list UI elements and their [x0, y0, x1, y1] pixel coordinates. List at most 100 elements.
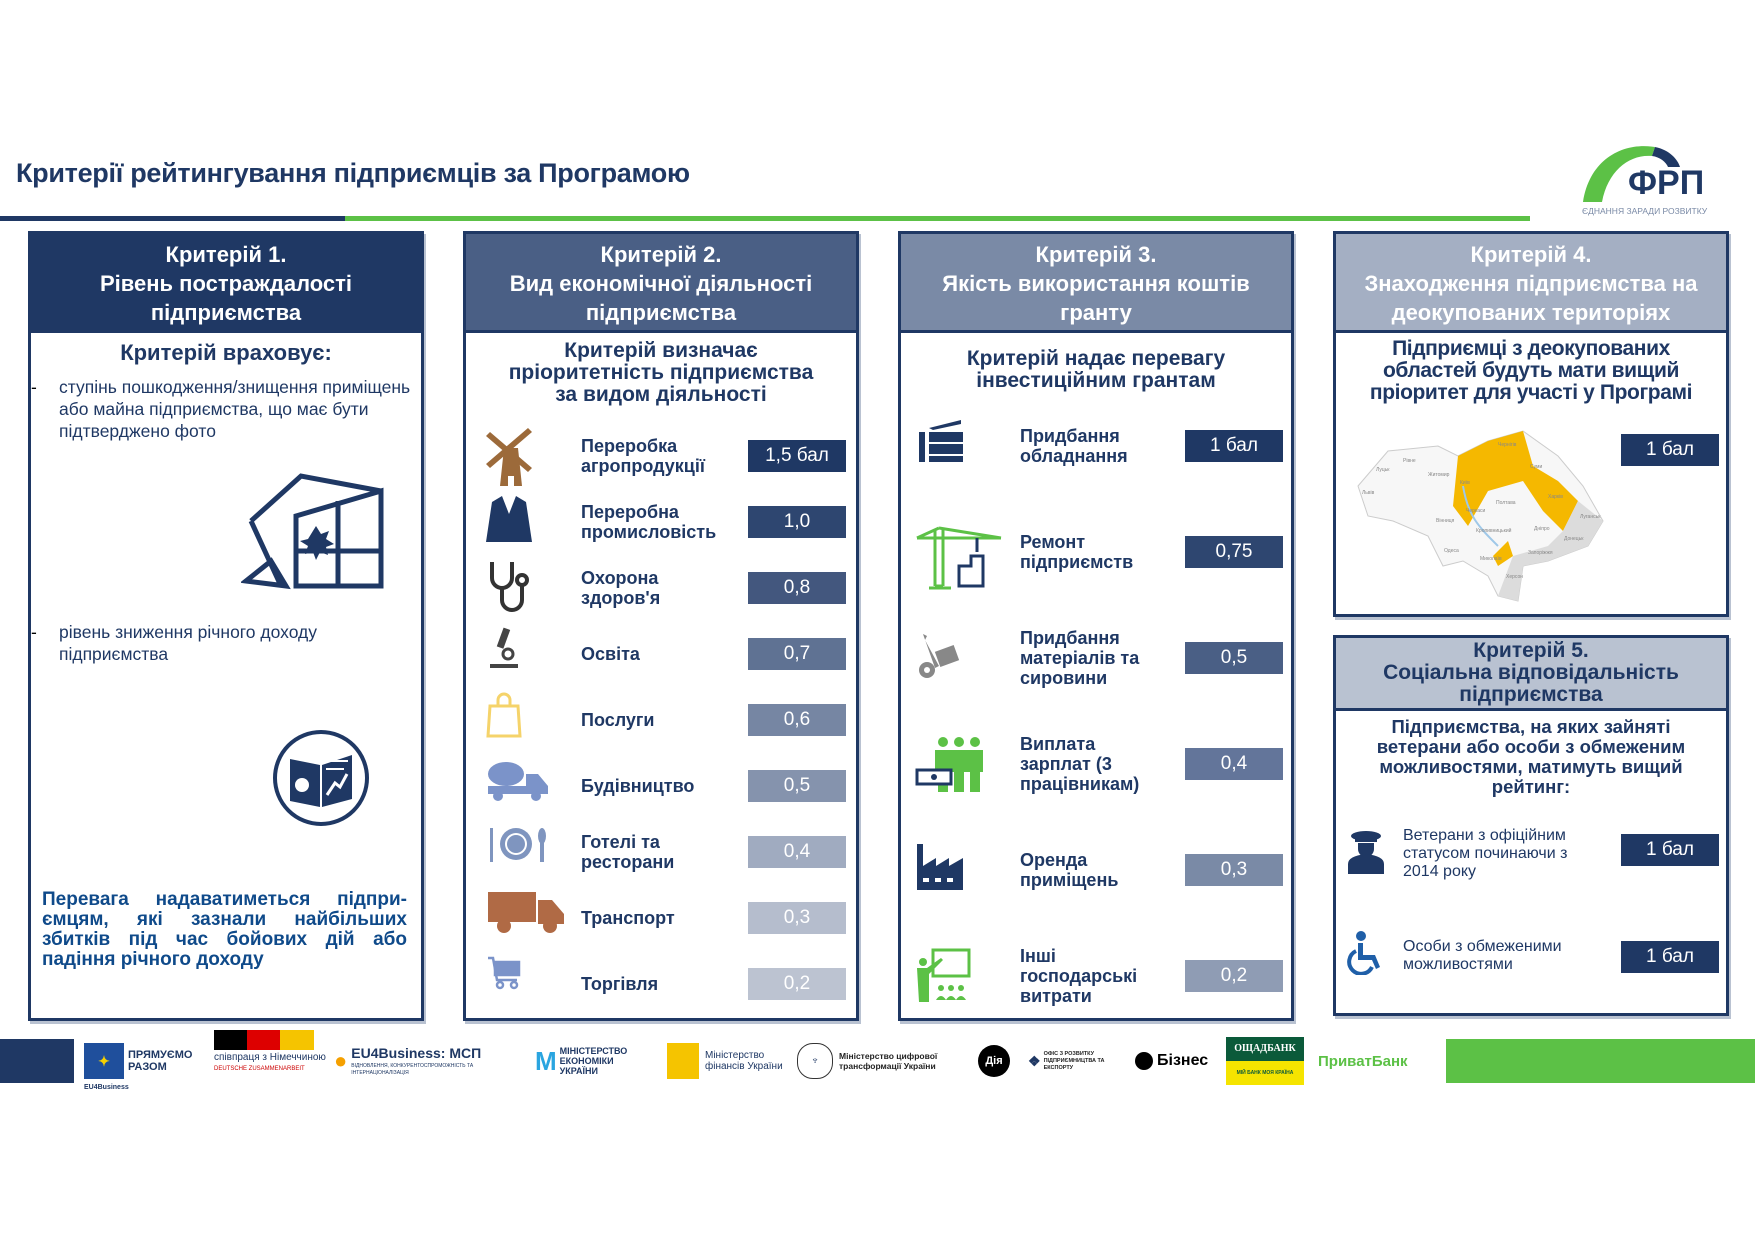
criterion-1-card: Критерій 1. Рівень постраждалості підпри…: [28, 231, 424, 1021]
frp-logo: ФРП ЄДНАННЯ ЗАРАДИ РОЗВИТКУ: [1580, 142, 1735, 222]
map-label: Львів: [1362, 490, 1375, 496]
criterion-1-note: Перевага надаватиметься підпри-ємцям, як…: [42, 889, 407, 970]
bullet-item: - рівень зниження річного доходу підприєм…: [31, 622, 318, 664]
veteran-score: 1 бал: [1621, 834, 1719, 866]
score-badge: 0,8: [748, 572, 846, 604]
criterion-4-score: 1 бал: [1621, 434, 1719, 466]
financial-report-icon: [272, 729, 370, 832]
score-badge: 1,5 бал: [748, 440, 846, 472]
msp-mark-icon: ●: [334, 1048, 348, 1073]
map-label: Суми: [1530, 464, 1542, 470]
diia-mark-icon: [1135, 1052, 1153, 1070]
score-badge: 0,75: [1185, 536, 1283, 568]
equipment-icon: [915, 418, 969, 469]
shopping-bag-icon: [486, 692, 522, 743]
msp-logo: ● EU4Business: МСП ВІДНОВЛЕННЯ, КОНКУРЕН…: [334, 1045, 482, 1076]
trident-icon: [667, 1043, 699, 1079]
map-label: Луганськ: [1580, 514, 1601, 520]
factory-icon: [915, 842, 965, 895]
microscope-icon: [486, 626, 522, 675]
score-badge: 0,3: [1185, 854, 1283, 886]
score-badge: 0,5: [1185, 642, 1283, 674]
activity-label: Готелі та ресторани: [581, 832, 675, 872]
activity-label: Переробка агропродукції: [581, 436, 705, 476]
score-badge: 0,2: [1185, 960, 1283, 992]
map-label: Одеса: [1444, 548, 1459, 554]
truck-icon: [486, 890, 566, 939]
criterion-2-header: Критерій 2. Вид економічної діяльності п…: [466, 234, 856, 333]
ministry-economy-logo: M МІНІСТЕРСТВО ЕКОНОМІКИ УКРАЇНИ: [535, 1045, 628, 1077]
crane-icon: [915, 524, 1005, 595]
activity-label: Послуги: [581, 710, 655, 730]
divider: [0, 216, 345, 221]
criterion-5-lead: Підприємства, на яких зайняті ветерани а…: [1376, 716, 1686, 797]
privatbank-logo: ПриватБанк: [1318, 1052, 1408, 1070]
criterion-2-card: Критерій 2. Вид економічної діяльності п…: [463, 231, 859, 1021]
score-badge: 0,5: [748, 770, 846, 802]
map-label: Житомир: [1428, 472, 1450, 478]
coat-of-arms-icon: ♆: [797, 1043, 833, 1079]
suit-icon: [486, 494, 532, 549]
criterion-3-header: Критерій 3. Якість використання коштів г…: [901, 234, 1291, 333]
criterion-2-lead: Критерій визначає пріоритетність підприє…: [508, 339, 814, 406]
disability-label: Особи з обмеженими можливостями: [1403, 938, 1562, 973]
activity-label: Транспорт: [581, 908, 675, 928]
footer-bar-right: [1446, 1039, 1755, 1083]
cement-truck-icon: [486, 758, 550, 807]
ukraine-map: Луцьк Рівне Житомир Чернігів Суми Київ Львів По…: [1348, 416, 1618, 606]
veteran-icon: [1346, 830, 1386, 881]
activity-label: Торгівля: [581, 974, 659, 994]
eu-flag-icon: ✦: [84, 1043, 124, 1079]
criterion-4-header: Критерій 4. Знаходження підприємства на …: [1336, 234, 1726, 333]
map-label: Київ: [1460, 480, 1470, 486]
export-office-logo: ❖ ОФІС З РОЗВИТКУ ПІДПРИЄМНИЦТВА ТА ЕКСПО…: [1028, 1050, 1105, 1071]
map-label: Кропивницький: [1476, 527, 1512, 534]
damaged-house-icon: [239, 466, 391, 601]
activity-label: Придбання матеріалів та сировини: [1020, 628, 1140, 688]
map-label: Полтава: [1496, 500, 1516, 506]
flag-icon: [214, 1030, 314, 1050]
ministry-mark-icon: M: [535, 1045, 557, 1076]
cart-icon: [486, 956, 522, 995]
disability-score: 1 бал: [1621, 941, 1719, 973]
bullet-item: - ступінь пошкодження/знищення приміщень …: [31, 377, 411, 441]
activity-label: Будівництво: [581, 776, 695, 796]
activity-label: Охорона здоров'я: [581, 568, 661, 608]
map-label: Черкаси: [1466, 508, 1485, 514]
ministry-finance-logo: Міністерство фінансів України: [667, 1039, 792, 1083]
criterion-5-card: Критерій 5. Соціальна відповідальність п…: [1333, 635, 1729, 1016]
criterion-1-lead: Критерій враховує:: [120, 340, 332, 365]
hand-truck-icon: [915, 630, 965, 685]
oschadbank-logo: ОЩАДБАНК МІЙ БАНК МОЯ КРАЇНА: [1226, 1037, 1304, 1085]
activity-label: Інші господарські витрати: [1020, 946, 1138, 1006]
score-badge: 0,6: [748, 704, 846, 736]
activity-label: Придбання обладнання: [1020, 426, 1128, 466]
score-badge: 0,2: [748, 968, 846, 1000]
criterion-4-lead: Підприємці з деокупованих областей будут…: [1369, 337, 1693, 404]
divider: [345, 216, 1530, 221]
score-badge: 1,0: [748, 506, 846, 538]
criterion-3-lead: Критерій надає перевагу інвестиційним гр…: [966, 347, 1226, 392]
wheelchair-icon: [1346, 931, 1386, 980]
map-label: Чернігів: [1498, 442, 1517, 448]
veteran-label: Ветерани з офіційним статусом починаючи …: [1403, 827, 1568, 880]
ministry-digital-logo: ♆ Міністерство цифрової трансформації Ук…: [797, 1039, 972, 1083]
diia-business-logo: Бізнес: [1135, 1039, 1208, 1083]
activity-label: Оренда приміщень: [1020, 850, 1119, 890]
map-label: Луцьк: [1376, 467, 1390, 473]
score-badge: 0,3: [748, 902, 846, 934]
score-badge: 0,4: [748, 836, 846, 868]
workers-icon: [915, 736, 989, 799]
map-label: Вінниця: [1436, 518, 1455, 524]
score-badge: 1 бал: [1185, 430, 1283, 462]
windmill-icon: [486, 428, 536, 493]
german-cooperation-logo: співпраця з Німеччиною DEUTSCHE ZUSAMMEN…: [214, 1030, 326, 1092]
activity-label: Ремонт підприємств: [1020, 532, 1134, 572]
activity-label: Переробна промисловість: [581, 502, 717, 542]
map-label: Харків: [1548, 494, 1563, 500]
map-label: Дніпро: [1534, 526, 1550, 532]
criterion-4-card: Критерій 4. Знаходження підприємства на …: [1333, 231, 1729, 617]
map-label: Херсон: [1506, 574, 1523, 580]
activity-label: Освіта: [581, 644, 640, 664]
map-label: Запоріжжя: [1528, 550, 1553, 556]
